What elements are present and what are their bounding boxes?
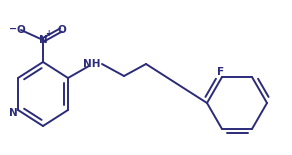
Text: F: F — [218, 67, 225, 77]
Text: NH: NH — [83, 59, 101, 69]
Text: −: − — [9, 24, 17, 34]
Text: +: + — [45, 29, 51, 38]
Text: N: N — [39, 35, 47, 45]
Text: O: O — [17, 25, 25, 35]
Text: O: O — [58, 25, 66, 35]
Text: N: N — [9, 108, 18, 118]
